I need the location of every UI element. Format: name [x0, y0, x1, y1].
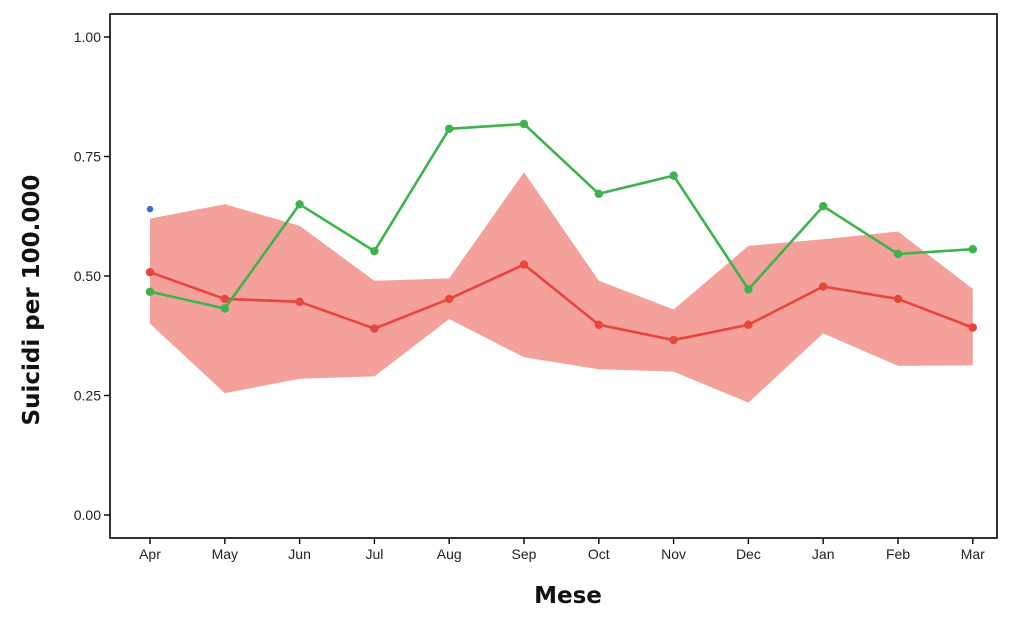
data-point-mean	[370, 324, 379, 333]
data-point-marker	[146, 205, 154, 213]
data-point-observed	[370, 246, 379, 256]
data-point-mean	[519, 260, 529, 269]
x-tick-label: Mar	[961, 546, 985, 562]
data-point-observed	[893, 249, 903, 259]
data-point-observed	[744, 285, 753, 294]
data-point-mean	[968, 323, 977, 332]
data-point-observed	[220, 304, 229, 313]
data-point-mean	[669, 335, 678, 345]
x-tick-label: May	[212, 546, 238, 562]
data-point-observed	[669, 171, 678, 180]
data-point-observed	[968, 245, 977, 254]
confidence-band	[150, 172, 973, 403]
x-tick-label: Oct	[588, 546, 610, 562]
data-point-observed	[519, 119, 529, 129]
x-tick-label: Aug	[437, 546, 462, 562]
x-axis: Apr May Jun Jul Aug Sep Oct Nov Dec Jan Feb Mar	[139, 538, 985, 562]
data-point-mean	[295, 297, 304, 307]
data-point-observed	[145, 287, 155, 296]
data-point-mean	[893, 294, 903, 304]
data-point-mean	[445, 294, 454, 304]
data-point-observed	[445, 124, 454, 133]
data-point-mean	[145, 267, 155, 277]
series-line-observed	[149, 122, 973, 310]
x-tick-label: Apr	[139, 546, 161, 562]
x-tick-label: Jan	[812, 546, 835, 562]
x-tick-label: Sep	[512, 546, 537, 562]
y-axis-title: Suicidi per 100.000	[19, 175, 45, 426]
data-point-observed	[594, 189, 603, 198]
points-layer	[145, 119, 977, 345]
data-point-observed	[295, 200, 304, 209]
data-point-mean	[744, 320, 753, 329]
data-point-mean	[594, 320, 603, 329]
series-layer	[149, 122, 974, 342]
x-tick-label: Dec	[736, 546, 761, 562]
y-tick-label: 1.00	[74, 29, 101, 45]
x-tick-label: Jun	[288, 546, 311, 562]
band-area	[150, 172, 973, 403]
x-tick-label: Nov	[661, 546, 686, 562]
series-line-mean	[149, 263, 974, 342]
x-tick-label: Feb	[886, 546, 910, 562]
y-tick-label: 0.75	[74, 149, 101, 165]
y-tick-label: 0.50	[74, 268, 101, 284]
y-tick-label: 0.25	[74, 388, 101, 404]
y-tick-label: 0.00	[74, 507, 101, 523]
data-point-mean	[819, 282, 828, 291]
data-point-mean	[220, 294, 229, 304]
data-point-observed	[819, 202, 828, 211]
y-axis: 0.00 0.25 0.50 0.75 1.00	[74, 29, 110, 523]
x-tick-label: Jul	[365, 546, 383, 562]
x-axis-title: Mese	[534, 583, 602, 609]
